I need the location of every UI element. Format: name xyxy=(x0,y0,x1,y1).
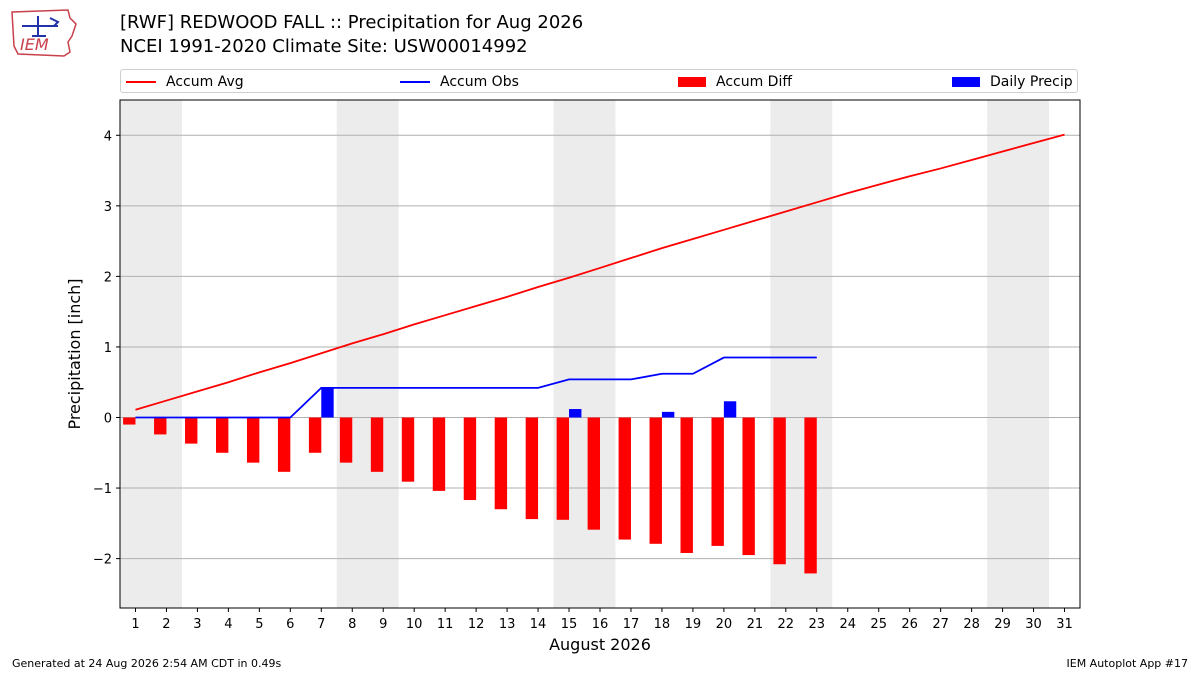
accum-obs-line xyxy=(135,356,817,419)
weather-station-icon xyxy=(22,16,60,37)
legend-swatch-daily-precip xyxy=(952,77,980,87)
x-axis-label: August 2026 xyxy=(549,635,651,654)
legend-item-accum-obs: Accum Obs xyxy=(400,73,519,91)
x-tick-label: 18 xyxy=(654,617,671,632)
legend-label-accum-avg: Accum Avg xyxy=(166,74,244,90)
x-tick-label: 17 xyxy=(623,617,640,632)
weekend-shade xyxy=(553,100,616,608)
iem-logo: IEM xyxy=(11,9,77,57)
x-tick-label: 19 xyxy=(685,617,702,632)
x-tick-label: 5 xyxy=(255,617,263,632)
accum-diff-bar xyxy=(649,417,662,544)
x-tick-label: 20 xyxy=(716,617,733,632)
x-tick-label: 26 xyxy=(901,617,918,632)
y-tick-label: −2 xyxy=(93,553,112,568)
x-tick-label: 3 xyxy=(193,617,201,632)
accum-diff-bar xyxy=(432,417,446,491)
accum-diff-bar xyxy=(525,417,539,520)
accum-diff-bar xyxy=(123,417,136,425)
legend-label-accum-diff: Accum Diff xyxy=(716,74,793,90)
x-tick-label: 27 xyxy=(932,617,949,632)
accum-diff-bar xyxy=(494,417,508,510)
y-tick-label: 4 xyxy=(104,129,112,144)
legend-label-daily-precip: Daily Precip xyxy=(990,74,1073,90)
x-tick-label: 25 xyxy=(870,617,887,632)
daily-precip-bar xyxy=(569,409,582,418)
accum-diff-bar xyxy=(680,417,693,553)
x-tick-label: 23 xyxy=(809,617,826,632)
accum-diff-bar xyxy=(711,417,724,546)
y-tick-label: 3 xyxy=(104,200,112,215)
accum-diff-bar xyxy=(804,417,817,574)
logo-text: IEM xyxy=(20,35,49,54)
footer-app: IEM Autoplot App #17 xyxy=(1066,657,1189,670)
accum-diff-bar xyxy=(773,417,786,565)
x-tick-label: 31 xyxy=(1056,617,1073,632)
accum-diff-bar xyxy=(216,417,229,453)
legend-swatch-accum-obs xyxy=(400,81,430,83)
accum-diff-bar xyxy=(339,417,353,463)
x-tick-label: 30 xyxy=(1025,617,1042,632)
x-tick-label: 29 xyxy=(994,617,1011,632)
iowa-outline-shape xyxy=(11,9,77,57)
x-tick-label: 1 xyxy=(131,617,139,632)
accum-diff-bar xyxy=(246,417,260,463)
x-tick-label: 10 xyxy=(406,617,423,632)
weekend-shade xyxy=(770,100,833,608)
legend-swatch-accum-avg xyxy=(126,81,156,83)
accum-diff-bar xyxy=(277,417,291,472)
x-tick-label: 9 xyxy=(379,617,387,632)
x-tick-label: 16 xyxy=(592,617,609,632)
x-tick-label: 12 xyxy=(468,617,485,632)
accum-diff-bar xyxy=(618,417,631,540)
legend-label-accum-obs: Accum Obs xyxy=(440,74,519,90)
accum-diff-bar xyxy=(370,417,384,472)
legend-item-daily-precip: Daily Precip xyxy=(952,73,1073,91)
x-tick-label: 15 xyxy=(561,617,578,632)
x-tick-label: 11 xyxy=(437,617,454,632)
y-tick-label: 0 xyxy=(104,412,112,427)
weekend-shade xyxy=(120,100,182,608)
accum-avg-line xyxy=(135,133,1065,411)
accum-diff-bar xyxy=(308,417,322,453)
plot-frame xyxy=(119,99,1081,609)
accum-diff-bar xyxy=(556,417,570,520)
weekend-shade xyxy=(336,100,399,608)
accum-diff-bar xyxy=(185,417,198,444)
x-tick-label: 24 xyxy=(839,617,856,632)
legend: Accum Avg Accum Obs Accum Diff Daily Pre… xyxy=(120,69,1078,93)
accum-diff-bar xyxy=(463,417,477,501)
chart-title: [RWF] REDWOOD FALL :: Precipitation for … xyxy=(120,12,584,33)
chart-subtitle: NCEI 1991-2020 Climate Site: USW00014992 xyxy=(120,36,528,57)
footer-generated: Generated at 24 Aug 2026 2:54 AM CDT in … xyxy=(12,657,282,670)
y-axis-label: Precipitation [inch] xyxy=(65,278,84,429)
x-tick-label: 7 xyxy=(317,617,325,632)
x-tick-label: 28 xyxy=(963,617,980,632)
legend-swatch-accum-diff xyxy=(678,77,706,87)
x-tick-label: 21 xyxy=(747,617,764,632)
legend-item-accum-diff: Accum Diff xyxy=(678,73,792,91)
accum-diff-bar xyxy=(742,417,755,556)
daily-precip-bar xyxy=(661,411,675,418)
daily-precip-bar xyxy=(321,387,334,418)
legend-item-accum-avg: Accum Avg xyxy=(126,73,244,91)
x-tick-label: 22 xyxy=(778,617,795,632)
daily-precip-bar xyxy=(723,401,737,418)
y-tick-label: 2 xyxy=(104,270,112,285)
accum-diff-bar xyxy=(154,417,167,435)
x-tick-label: 6 xyxy=(286,617,294,632)
weekend-shade xyxy=(987,100,1050,608)
x-tick-label: 13 xyxy=(499,617,516,632)
x-tick-label: 14 xyxy=(530,617,547,632)
accum-diff-bar xyxy=(587,417,600,530)
x-tick-label: 8 xyxy=(348,617,356,632)
y-tick-label: −1 xyxy=(93,482,112,497)
x-tick-label: 2 xyxy=(162,617,170,632)
y-tick-label: 1 xyxy=(104,341,112,356)
x-tick-label: 4 xyxy=(224,617,232,632)
accum-diff-bar xyxy=(401,417,415,482)
